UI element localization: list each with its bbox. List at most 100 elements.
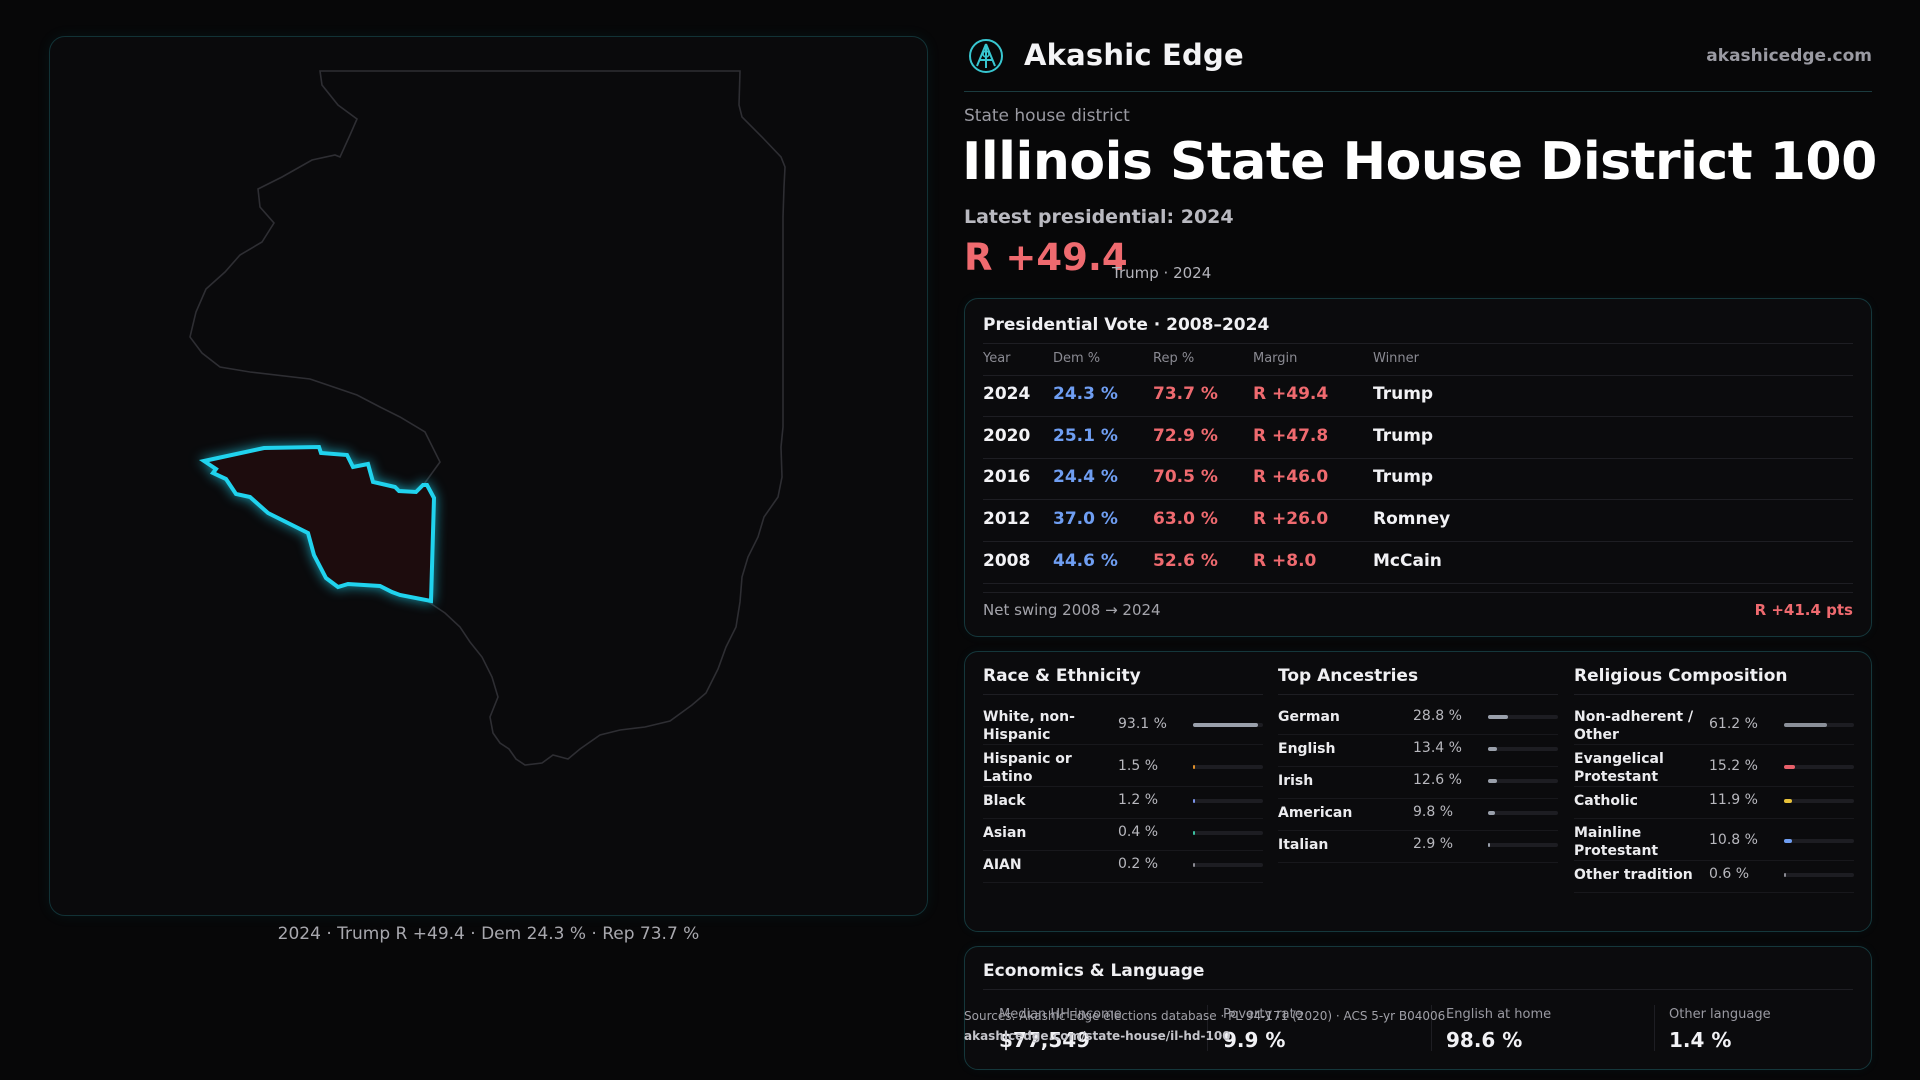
- col-header-year: Year: [983, 351, 1011, 366]
- divider: [1574, 892, 1854, 893]
- demo-row: Italian 2.9 %: [1278, 834, 1558, 866]
- demo-row: American 9.8 %: [1278, 802, 1558, 834]
- demo-label: Other tradition: [1574, 867, 1693, 883]
- demo-row: English 13.4 %: [1278, 738, 1558, 770]
- row-rep: 63.0 %: [1153, 509, 1218, 529]
- row-winner: McCain: [1373, 551, 1442, 571]
- row-rep: 73.7 %: [1153, 384, 1218, 404]
- demo-label: Catholic: [1574, 793, 1638, 809]
- econ-label: English at home: [1446, 1007, 1552, 1022]
- demo-bar-track: [1488, 843, 1558, 847]
- divider: [1278, 862, 1558, 863]
- demo-bar-track: [1488, 779, 1558, 783]
- demo-label: Black: [983, 793, 1026, 809]
- illinois-outline: [189, 70, 786, 766]
- demo-bar-track: [1784, 799, 1854, 803]
- source-url-link[interactable]: akashicedge.com/state-house/il-hd-100: [964, 1029, 1231, 1043]
- demo-bar-track: [1193, 799, 1263, 803]
- demo-row: Evangelical Protestant 15.2 %: [1574, 748, 1854, 790]
- divider: [1574, 860, 1854, 861]
- demo-label: Non-adherent / Other: [1574, 709, 1694, 743]
- race-section-title: Race & Ethnicity: [983, 666, 1141, 686]
- latest-margin-subtext: Trump · 2024: [1112, 264, 1212, 282]
- divider: [983, 499, 1853, 500]
- demo-row: AIAN 0.2 %: [983, 854, 1263, 886]
- demo-bar-track: [1488, 715, 1558, 719]
- row-dem: 24.4 %: [1053, 467, 1118, 487]
- row-winner: Trump: [1373, 426, 1434, 446]
- divider: [983, 541, 1853, 542]
- row-year: 2016: [983, 467, 1031, 487]
- demo-bar-fill: [1784, 839, 1792, 843]
- demo-label: Evangelical Protestant: [1574, 751, 1664, 785]
- demo-bar-track: [1784, 839, 1854, 843]
- demo-bar-fill: [1193, 799, 1195, 803]
- row-year: 2012: [983, 509, 1031, 529]
- econ-median-income: Median HH income $77,549: [999, 1007, 1122, 1052]
- row-margin: R +46.0: [1253, 467, 1329, 487]
- divider: [983, 786, 1263, 787]
- demo-percent: 0.4 %: [1118, 824, 1159, 840]
- demo-bar-track: [1784, 873, 1854, 877]
- demo-bar-fill: [1488, 715, 1509, 719]
- demo-row: Non-adherent / Other 61.2 %: [1574, 706, 1854, 748]
- map-caption: 2024 · Trump R +49.4 · Dem 24.3 % · Rep …: [277, 924, 700, 944]
- brand-name: Akashic Edge: [1024, 38, 1244, 72]
- row-winner: Trump: [1373, 384, 1434, 404]
- map-canvas[interactable]: [50, 37, 928, 916]
- demo-label: American: [1278, 805, 1353, 821]
- econ-value: 9.9 %: [1223, 1028, 1286, 1052]
- demo-row: German 28.8 %: [1278, 706, 1558, 738]
- demo-bar-fill: [1784, 765, 1795, 769]
- divider: [1574, 694, 1854, 695]
- divider: [1654, 1005, 1655, 1051]
- economics-card: Economics & Language Median HH income $7…: [964, 946, 1872, 1070]
- divider: [1574, 786, 1854, 787]
- akashic-logo-icon: [969, 39, 1003, 73]
- row-rep: 52.6 %: [1153, 551, 1218, 571]
- demo-row: Black 1.2 %: [983, 790, 1263, 822]
- demo-bar-fill: [1193, 723, 1259, 727]
- row-rep: 72.9 %: [1153, 426, 1218, 446]
- demo-bar-fill: [1488, 779, 1497, 783]
- net-swing-label: Net swing 2008 → 2024: [983, 601, 1161, 619]
- econ-label: Other language: [1669, 1007, 1771, 1022]
- demo-percent: 1.2 %: [1118, 792, 1159, 808]
- net-swing-value: R +41.4 pts: [1754, 601, 1853, 619]
- demo-bar-fill: [1784, 723, 1827, 727]
- divider: [983, 694, 1263, 695]
- row-margin: R +47.8: [1253, 426, 1329, 446]
- divider: [983, 343, 1853, 344]
- race-ethnicity-section: Race & Ethnicity White, non-Hispanic 93.1…: [983, 652, 1263, 931]
- row-dem: 24.3 %: [1053, 384, 1118, 404]
- divider: [1278, 830, 1558, 831]
- ancestry-section-title: Top Ancestries: [1278, 666, 1419, 686]
- row-dem: 37.0 %: [1053, 509, 1118, 529]
- divider: [983, 592, 1853, 593]
- map-panel[interactable]: [49, 36, 928, 916]
- ancestry-section: Top Ancestries German 28.8 % English 13.4 %…: [1278, 652, 1558, 931]
- demo-row: Hispanic or Latino 1.5 %: [983, 748, 1263, 790]
- brand-header: Akashic Edge akashicedge.com: [964, 34, 1872, 92]
- divider: [983, 818, 1263, 819]
- latest-presidential-label: Latest presidential: 2024: [964, 206, 1234, 228]
- row-winner: Romney: [1373, 509, 1451, 529]
- demo-label: White, non-Hispanic: [983, 709, 1075, 743]
- demo-percent: 0.6 %: [1709, 866, 1750, 882]
- demo-percent: 0.2 %: [1118, 856, 1159, 872]
- brand-url-link[interactable]: akashicedge.com: [1706, 46, 1872, 66]
- demo-row: Mainline Protestant 10.8 %: [1574, 822, 1854, 864]
- page-title: Illinois State House District 100: [962, 132, 1877, 192]
- demo-label: Asian: [983, 825, 1027, 841]
- district-100-shape[interactable]: [198, 444, 437, 604]
- row-year: 2008: [983, 551, 1031, 571]
- row-dem: 44.6 %: [1053, 551, 1118, 571]
- row-margin: R +49.4: [1253, 384, 1329, 404]
- demo-bar-track: [1193, 765, 1263, 769]
- demo-label: Italian: [1278, 837, 1329, 853]
- demo-bar-fill: [1488, 811, 1495, 815]
- row-rep: 70.5 %: [1153, 467, 1218, 487]
- divider: [1574, 744, 1854, 745]
- presidential-card-title: Presidential Vote · 2008–2024: [983, 315, 1270, 335]
- econ-label: Poverty rate: [1223, 1007, 1303, 1022]
